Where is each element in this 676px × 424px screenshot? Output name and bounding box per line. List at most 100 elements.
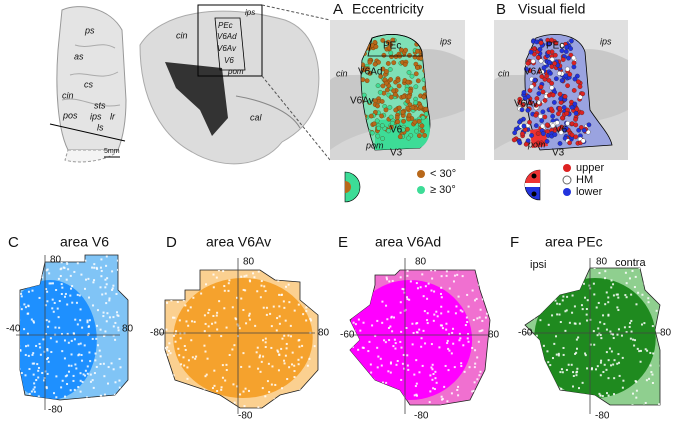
speckle [170,299,173,302]
speckle [117,329,120,332]
speckle [168,342,171,345]
sulcus-label: cin [176,30,188,40]
speckle [459,403,462,405]
speckle [161,400,163,402]
speckle [79,379,82,382]
speckle [18,309,20,311]
speckle [550,412,552,414]
speckle [641,411,643,413]
speckle [107,366,110,369]
speckle [201,405,204,408]
speckle [235,296,238,299]
speckle [605,368,608,371]
speckle [409,280,412,283]
speckle [74,363,77,366]
speckle [390,316,393,319]
speckle [363,278,366,281]
speckle [447,347,450,350]
speckle [308,357,311,360]
rf-dot [376,125,382,131]
rf-dot [551,100,557,105]
speckle [91,379,94,382]
speckle [659,364,660,367]
speckle [266,380,269,383]
speckle [452,327,455,330]
speckle [567,363,570,366]
speckle [88,319,91,322]
speckle [575,351,578,354]
speckle [548,277,551,280]
speckle [554,299,557,302]
speckle [592,330,595,333]
speckle [258,356,261,359]
speckle [458,332,461,335]
speckle [67,341,70,344]
rf-dot [370,130,375,136]
speckle [244,387,247,390]
speckle [537,298,540,301]
rf-dot [560,57,566,62]
rf-dot [535,55,541,60]
speckle [65,409,67,411]
speckle [557,268,560,270]
speckle [354,323,357,326]
speckle [189,306,192,309]
speckle [446,339,449,342]
speckle [422,329,425,332]
speckle [119,366,122,369]
axis-label: -60 [340,330,355,341]
speckle [23,328,26,331]
speckle [186,366,189,369]
rf-dot [386,45,392,51]
rf-dot [407,102,413,108]
speckle [265,306,268,309]
speckle [305,411,307,413]
speckle [167,349,170,352]
speckle [71,401,73,403]
speckle [441,397,444,400]
speckle [647,301,650,304]
rf-dot [578,94,583,100]
speckle [255,411,257,413]
speckle [236,385,239,388]
speckle [259,296,262,299]
speckle [191,402,194,405]
speckle [610,332,613,335]
speckle [431,363,434,366]
speckle [50,282,53,285]
speckle [47,356,50,359]
speckle [481,298,484,301]
speckle [59,268,62,271]
speckle [220,388,223,391]
speckle [351,310,354,313]
speckle [174,332,177,335]
speckle [558,303,561,306]
speckle [183,364,186,367]
rf-dot [517,119,522,125]
speckle [580,271,583,274]
speckle [400,378,403,381]
sulcus-label: cin [336,68,348,78]
rf-dot [544,122,550,128]
area-label: V6Ad [217,32,237,41]
speckle [76,402,78,404]
speckle [431,368,434,371]
speckle [353,266,355,268]
rf-dot [384,80,389,86]
axis-label: 80 [318,328,330,339]
speckle [391,330,394,333]
speckle [564,408,566,410]
speckle [609,330,612,333]
rf-dot [379,123,385,128]
speckle [223,307,226,310]
speckle [638,350,641,353]
rf-dot [538,113,543,119]
speckle [305,306,308,309]
speckle [471,390,474,393]
speckle [277,409,279,411]
speckle [536,276,539,279]
speckle [541,363,544,366]
speckle [393,316,396,319]
speckle [555,408,557,410]
speckle [607,377,610,380]
